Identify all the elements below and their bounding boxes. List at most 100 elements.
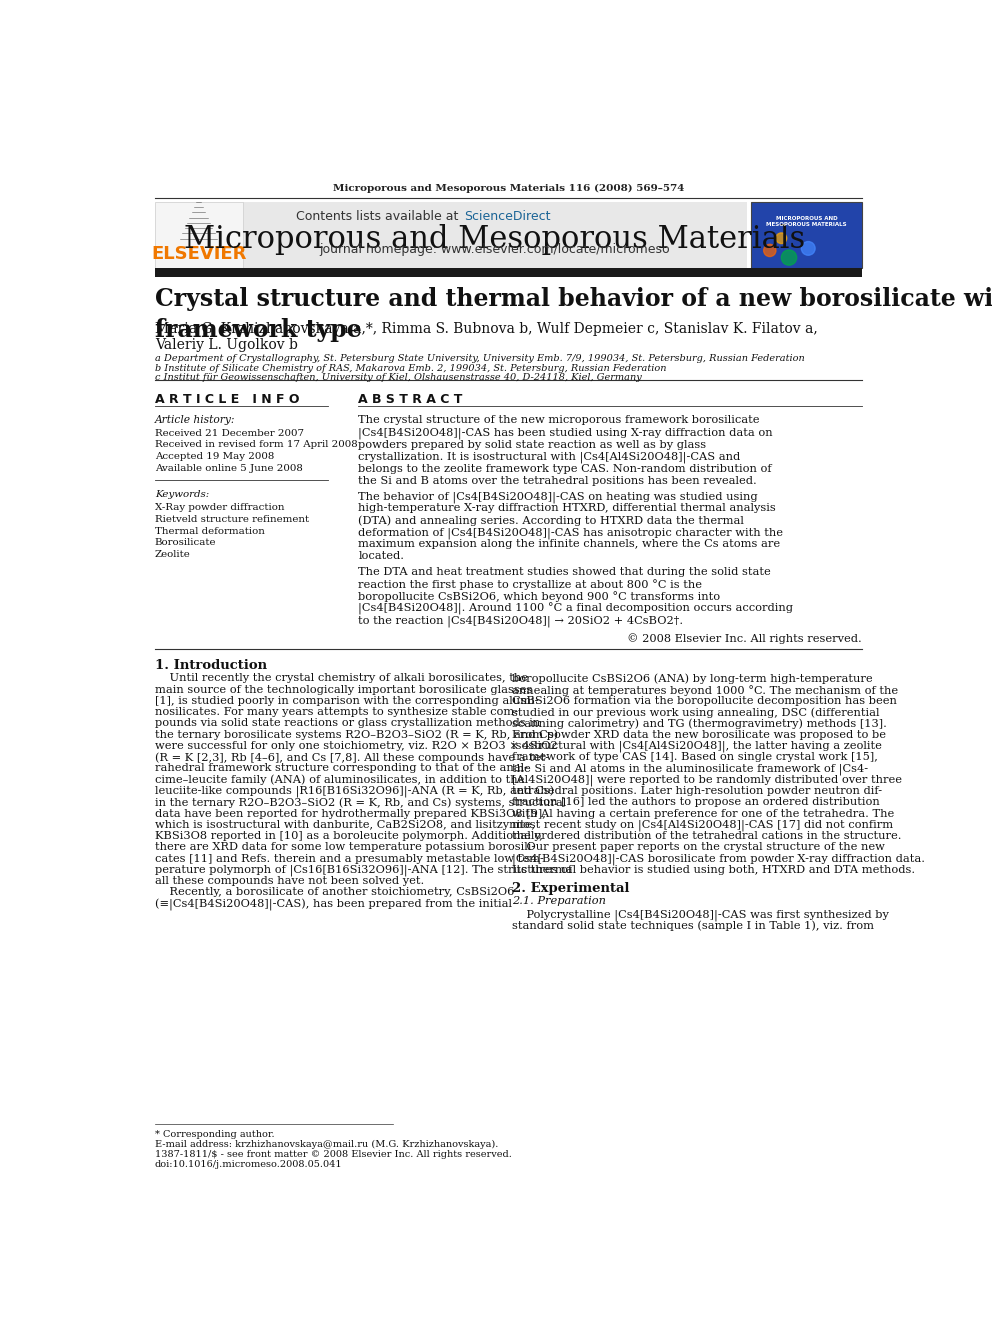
Text: the ordered distribution of the tetrahedral cations in the structure.: the ordered distribution of the tetrahed…	[512, 831, 902, 841]
Text: The behavior of |Cs4[B4Si20O48]|-CAS on heating was studied using: The behavior of |Cs4[B4Si20O48]|-CAS on …	[358, 491, 758, 503]
Text: data have been reported for hydrothermally prepared KBSi3O8 [9],: data have been reported for hydrothermal…	[155, 808, 546, 819]
Text: |Cs4[B4Si20O48]|. Around 1100 °C a final decomposition occurs according: |Cs4[B4Si20O48]|. Around 1100 °C a final…	[358, 603, 794, 615]
Text: Zeolite: Zeolite	[155, 550, 190, 558]
Text: ELSEVIER: ELSEVIER	[151, 245, 246, 263]
Circle shape	[802, 242, 815, 255]
Text: Keywords:: Keywords:	[155, 490, 209, 499]
Text: KBSi3O8 reported in [10] as a boroleucite polymorph. Additionally,: KBSi3O8 reported in [10] as a boroleucit…	[155, 831, 543, 841]
Text: powders prepared by solid state reaction as well as by glass: powders prepared by solid state reaction…	[358, 439, 706, 450]
Text: [1], is studied poorly in comparison with the corresponding alumi-: [1], is studied poorly in comparison wit…	[155, 696, 539, 706]
Bar	[751, 201, 862, 267]
Text: ScienceDirect: ScienceDirect	[464, 210, 551, 222]
Text: to the reaction |Cs4[B4Si20O48]| → 20SiO2 + 4CsBO2†.: to the reaction |Cs4[B4Si20O48]| → 20SiO…	[358, 615, 683, 627]
Text: journal homepage: www.elsevier.com/locate/micromeso: journal homepage: www.elsevier.com/locat…	[319, 242, 670, 255]
Bar	[155, 267, 862, 277]
Text: A R T I C L E   I N F O: A R T I C L E I N F O	[155, 393, 300, 406]
Text: pounds via solid state reactions or glass crystallization methods in: pounds via solid state reactions or glas…	[155, 718, 540, 729]
Text: in the ternary R2O–B2O3–SiO2 (R = K, Rb, and Cs) systems, structural: in the ternary R2O–B2O3–SiO2 (R = K, Rb,…	[155, 798, 566, 808]
Text: MICROPOROUS AND
MESOPOROUS MATERIALS: MICROPOROUS AND MESOPOROUS MATERIALS	[767, 216, 847, 228]
Text: (DTA) and annealing series. According to HTXRD data the thermal: (DTA) and annealing series. According to…	[358, 515, 744, 525]
Text: c Institut für Geowissenschaften, University of Kiel, Olshausenstrasse 40, D-241: c Institut für Geowissenschaften, Univer…	[155, 373, 642, 382]
Text: |Cs4[B4Si20O48]|-CAS has been studied using X-ray diffraction data on: |Cs4[B4Si20O48]|-CAS has been studied us…	[358, 427, 773, 439]
Text: were successful for only one stoichiometry, viz. R2O × B2O3 × 4SiO2: were successful for only one stoichiomet…	[155, 741, 558, 751]
Text: rahedral framework structure corresponding to that of the anal-: rahedral framework structure correspondi…	[155, 763, 528, 774]
Text: 1387-1811/$ - see front matter © 2008 Elsevier Inc. All rights reserved.: 1387-1811/$ - see front matter © 2008 El…	[155, 1150, 512, 1159]
Text: Maria G. Krzhizhanovskaya a,*, Rimma S. Bubnova b, Wulf Depmeier c, Stanislav K.: Maria G. Krzhizhanovskaya a,*, Rimma S. …	[155, 321, 817, 336]
Text: which is isostructural with danburite, CaB2Si2O8, and lisitzynite,: which is isostructural with danburite, C…	[155, 820, 535, 830]
Text: b Institute of Silicate Chemistry of RAS, Makarova Emb. 2, 199034, St. Petersbur: b Institute of Silicate Chemistry of RAS…	[155, 364, 667, 373]
Text: CsBSi2O6 formation via the boropollucite decomposition has been: CsBSi2O6 formation via the boropollucite…	[512, 696, 897, 706]
Text: A B S T R A C T: A B S T R A C T	[358, 393, 463, 406]
Circle shape	[782, 250, 797, 265]
Text: a Department of Crystallography, St. Petersburg State University, University Emb: a Department of Crystallography, St. Pet…	[155, 355, 805, 364]
Bar	[155, 201, 243, 267]
Text: located.: located.	[358, 552, 405, 561]
Text: X-Ray powder diffraction: X-Ray powder diffraction	[155, 503, 285, 512]
Text: (R = K [2,3], Rb [4–6], and Cs [7,8]. All these compounds have a tet-: (R = K [2,3], Rb [4–6], and Cs [7,8]. Al…	[155, 753, 549, 763]
Text: E-mail address: krzhizhanovskaya@mail.ru (M.G. Krzhizhanovskaya).: E-mail address: krzhizhanovskaya@mail.ru…	[155, 1140, 498, 1148]
Text: Recently, a borosilicate of another stoichiometry, CsBSi2O6: Recently, a borosilicate of another stoi…	[155, 888, 514, 897]
Text: tetrahedral positions. Later high-resolution powder neutron dif-: tetrahedral positions. Later high-resolu…	[512, 786, 882, 796]
Text: high-temperature X-ray diffraction HTXRD, differential thermal analysis: high-temperature X-ray diffraction HTXRD…	[358, 503, 776, 513]
Text: Borosilicate: Borosilicate	[155, 538, 216, 548]
Text: Accepted 19 May 2008: Accepted 19 May 2008	[155, 452, 274, 462]
Text: there are XRD data for some low temperature potassium borosili-: there are XRD data for some low temperat…	[155, 843, 535, 852]
Text: Contents lists available at: Contents lists available at	[296, 210, 462, 222]
Text: cime–leucite family (ANA) of aluminosilicates, in addition to the: cime–leucite family (ANA) of aluminosili…	[155, 775, 524, 786]
Text: Its thermal behavior is studied using both, HTXRD and DTA methods.: Its thermal behavior is studied using bo…	[512, 865, 916, 875]
Text: (≡|Cs4[B4Si20O48]|-CAS), has been prepared from the initial: (≡|Cs4[B4Si20O48]|-CAS), has been prepar…	[155, 898, 512, 910]
Text: most recent study on |Cs4[Al4Si20O48]|-CAS [17] did not confirm: most recent study on |Cs4[Al4Si20O48]|-C…	[512, 820, 894, 831]
Text: boropollucite CsBSi2O6, which beyond 900 °C transforms into: boropollucite CsBSi2O6, which beyond 900…	[358, 591, 720, 602]
Text: the Si and B atoms over the tetrahedral positions has been revealed.: the Si and B atoms over the tetrahedral …	[358, 475, 757, 486]
Text: Rietveld structure refinement: Rietveld structure refinement	[155, 515, 309, 524]
Text: From powder XRD data the new borosilicate was proposed to be: From powder XRD data the new borosilicat…	[512, 730, 886, 740]
Text: with Al having a certain preference for one of the tetrahedra. The: with Al having a certain preference for …	[512, 808, 895, 819]
Text: doi:10.1016/j.micromeso.2008.05.041: doi:10.1016/j.micromeso.2008.05.041	[155, 1160, 342, 1170]
Text: 2. Experimental: 2. Experimental	[512, 881, 630, 894]
Text: all these compounds have not been solved yet.: all these compounds have not been solved…	[155, 876, 424, 886]
Text: nosilicates. For many years attempts to synthesize stable com-: nosilicates. For many years attempts to …	[155, 708, 518, 717]
Text: perature polymorph of |Cs16[B16Si32O96]|-ANA [12]. The structures of: perature polymorph of |Cs16[B16Si32O96]|…	[155, 865, 571, 876]
Bar	[243, 201, 747, 267]
Text: 2.1. Preparation: 2.1. Preparation	[512, 896, 606, 906]
Text: the ternary borosilicate systems R2O–B2O3–SiO2 (R = K, Rb, and Cs): the ternary borosilicate systems R2O–B2O…	[155, 730, 558, 741]
Text: Thermal deformation: Thermal deformation	[155, 527, 265, 536]
Text: Until recently the crystal chemistry of alkali borosilicates, the: Until recently the crystal chemistry of …	[155, 673, 528, 684]
Text: leuciite-like compounds |R16[B16Si32O96]|-ANA (R = K, Rb, and Cs): leuciite-like compounds |R16[B16Si32O96]…	[155, 786, 554, 798]
Text: deformation of |Cs4[B4Si20O48]|-CAS has anisotropic character with the: deformation of |Cs4[B4Si20O48]|-CAS has …	[358, 528, 784, 538]
Text: maximum expansion along the infinite channels, where the Cs atoms are: maximum expansion along the infinite cha…	[358, 540, 781, 549]
Text: Received 21 December 2007: Received 21 December 2007	[155, 429, 304, 438]
Text: framework of type CAS [14]. Based on single crystal work [15],: framework of type CAS [14]. Based on sin…	[512, 753, 878, 762]
Circle shape	[764, 245, 776, 257]
Text: main source of the technologically important borosilicate glasses: main source of the technologically impor…	[155, 685, 532, 695]
Text: * Corresponding author.: * Corresponding author.	[155, 1130, 275, 1139]
Text: standard solid state techniques (sample I in Table 1), viz. from: standard solid state techniques (sample …	[512, 921, 874, 931]
Text: reaction the first phase to crystallize at about 800 °C is the: reaction the first phase to crystallize …	[358, 579, 702, 590]
Text: Available online 5 June 2008: Available online 5 June 2008	[155, 464, 303, 472]
Text: Crystal structure and thermal behavior of a new borosilicate with the CAS
framew: Crystal structure and thermal behavior o…	[155, 287, 992, 341]
Text: |Cs4[B4Si20O48]|-CAS borosilicate from powder X-ray diffraction data.: |Cs4[B4Si20O48]|-CAS borosilicate from p…	[512, 853, 926, 865]
Text: 1. Introduction: 1. Introduction	[155, 659, 267, 672]
Text: cates [11] and Refs. therein and a presumably metastable low tem-: cates [11] and Refs. therein and a presu…	[155, 853, 544, 864]
Text: Our present paper reports on the crystal structure of the new: Our present paper reports on the crystal…	[512, 843, 885, 852]
Text: studied in our previous work using annealing, DSC (differential: studied in our previous work using annea…	[512, 708, 880, 718]
Text: crystallization. It is isostructural with |Cs4[Al4Si20O48]|-CAS and: crystallization. It is isostructural wit…	[358, 451, 741, 463]
Text: fraction [16] led the authors to propose an ordered distribution: fraction [16] led the authors to propose…	[512, 798, 880, 807]
Circle shape	[776, 233, 787, 243]
Text: The crystal structure of the new microporous framework borosilicate: The crystal structure of the new micropo…	[358, 415, 760, 426]
Text: isostructural with |Cs4[Al4Si20O48]|, the latter having a zeolite: isostructural with |Cs4[Al4Si20O48]|, th…	[512, 741, 882, 753]
Text: annealing at temperatures beyond 1000 °C. The mechanism of the: annealing at temperatures beyond 1000 °C…	[512, 685, 899, 696]
Text: the Si and Al atoms in the aluminosilicate framework of |Cs4-: the Si and Al atoms in the aluminosilica…	[512, 763, 868, 775]
Text: boropollucite CsBSi2O6 (ANA) by long-term high-temperature: boropollucite CsBSi2O6 (ANA) by long-ter…	[512, 673, 873, 684]
Text: [Al4Si20O48]| were reported to be randomly distributed over three: [Al4Si20O48]| were reported to be random…	[512, 775, 903, 786]
Text: scanning calorimetry) and TG (thermogravimetry) methods [13].: scanning calorimetry) and TG (thermograv…	[512, 718, 887, 729]
Text: The DTA and heat treatment studies showed that during the solid state: The DTA and heat treatment studies showe…	[358, 568, 771, 577]
Text: Polycrystalline |Cs4[B4Si20O48]|-CAS was first synthesized by: Polycrystalline |Cs4[B4Si20O48]|-CAS was…	[512, 909, 889, 921]
Text: Microporous and Mesoporous Materials 116 (2008) 569–574: Microporous and Mesoporous Materials 116…	[332, 184, 684, 193]
Text: belongs to the zeolite framework type CAS. Non-random distribution of: belongs to the zeolite framework type CA…	[358, 463, 772, 474]
Text: Valeriy L. Ugolkov b: Valeriy L. Ugolkov b	[155, 339, 298, 352]
Text: © 2008 Elsevier Inc. All rights reserved.: © 2008 Elsevier Inc. All rights reserved…	[627, 634, 862, 644]
Text: Microporous and Mesoporous Materials: Microporous and Mesoporous Materials	[184, 224, 806, 255]
Text: Article history:: Article history:	[155, 415, 235, 426]
Text: Received in revised form 17 April 2008: Received in revised form 17 April 2008	[155, 441, 357, 450]
